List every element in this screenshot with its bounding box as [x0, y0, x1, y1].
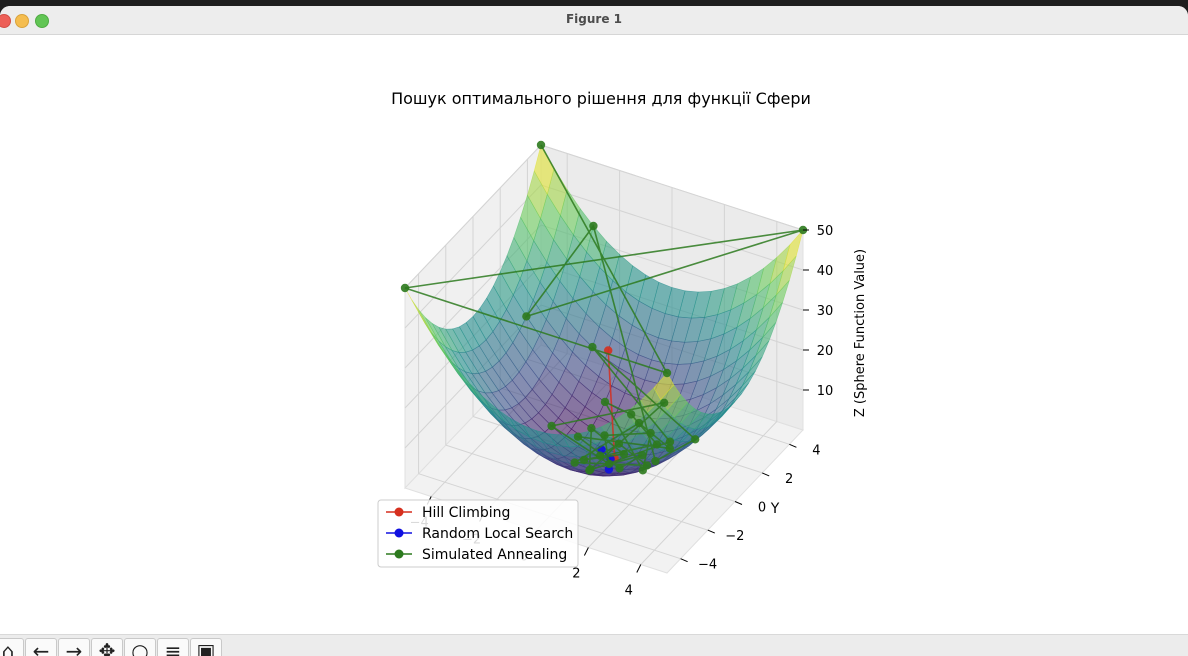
figure-canvas[interactable]: Пошук оптимального рішення для функції С… — [0, 35, 1188, 633]
legend-label-simulated-annealing: Simulated Annealing — [422, 547, 567, 563]
back-button[interactable]: ← — [25, 638, 57, 656]
simulated-annealing-point — [652, 440, 662, 449]
simulated-annealing-point — [615, 464, 624, 473]
pan-button[interactable]: ✥ — [91, 638, 123, 656]
y-tick — [762, 472, 770, 477]
simulated-annealing-point — [579, 455, 589, 465]
x-tick — [636, 564, 642, 573]
maximize-window-button[interactable] — [35, 14, 49, 28]
simulated-annealing-point — [604, 459, 614, 469]
floor-gridline — [640, 421, 778, 565]
side-gridline — [404, 144, 542, 289]
window-title: Figure 1 — [565, 12, 623, 26]
z-axis-label: Z (Sphere Function Value) — [853, 249, 868, 417]
legend-label-random-local-search: Random Local Search — [422, 526, 573, 542]
zoom-button[interactable]: ○ — [124, 638, 156, 656]
legend-box — [377, 499, 579, 568]
chart-title: Пошук оптимального рішення для функції С… — [391, 89, 811, 108]
simulated-annealing-point — [642, 461, 652, 470]
legend-marker-hill-climbing — [394, 507, 404, 517]
legend-marker-random-local-search — [394, 528, 404, 538]
configure-subplots-button[interactable]: ≡ — [157, 638, 189, 656]
configure-subplots-icon: ≡ — [164, 639, 182, 656]
save-button[interactable]: ▣ — [190, 638, 222, 656]
simulated-annealing-point — [660, 398, 669, 407]
simulated-annealing-point — [665, 444, 674, 453]
simulated-annealing-point — [573, 432, 583, 441]
simulated-annealing-point — [588, 342, 597, 352]
minimize-window-button[interactable] — [15, 14, 29, 28]
simulated-annealing-point — [638, 451, 647, 460]
surface-patch — [653, 372, 675, 401]
x-tick-label: 2 — [572, 567, 580, 582]
simulated-annealing-point — [536, 140, 546, 150]
z-tick-label: 40 — [817, 264, 834, 279]
navigation-toolbar: ⌂ ← → ✥ ○ ≡ ▣ — [0, 634, 1188, 656]
simulated-annealing-point — [627, 410, 636, 419]
simulated-annealing-point — [691, 435, 700, 444]
simulated-annealing-point — [634, 418, 644, 428]
title-bar: Figure 1 — [0, 6, 1188, 35]
simulated-annealing-point — [522, 312, 531, 321]
pan-icon: ✥ — [98, 639, 116, 656]
save-icon: ▣ — [196, 639, 216, 656]
z-tick-label: 50 — [817, 224, 834, 239]
simulated-annealing-point — [662, 368, 672, 378]
simulated-annealing-point — [600, 431, 609, 440]
x-tick — [583, 547, 589, 556]
back-icon: ← — [32, 639, 50, 656]
y-tick — [789, 443, 797, 448]
simulated-annealing-point — [614, 439, 624, 448]
simulated-annealing-point — [665, 437, 675, 446]
simulated-annealing-point — [570, 458, 579, 467]
simulated-annealing-point — [400, 283, 410, 293]
simulated-annealing-point — [595, 451, 605, 460]
home-button[interactable]: ⌂ — [0, 638, 24, 656]
legend-item-random-local-search: Random Local Search — [386, 526, 573, 542]
y-axis-label: Y — [770, 501, 780, 517]
simulated-annealing-point — [646, 428, 655, 438]
simulated-annealing-point — [547, 421, 556, 431]
simulated-annealing-point — [619, 449, 629, 459]
legend-marker-simulated-annealing — [394, 549, 404, 559]
simulated-annealing-point — [600, 397, 610, 407]
x-tick-label: 4 — [625, 584, 633, 599]
simulated-annealing-point — [587, 424, 596, 433]
forward-button[interactable]: → — [58, 638, 90, 656]
simulated-annealing-point — [589, 221, 598, 231]
y-tick-label: 2 — [785, 472, 793, 487]
side-gridline — [404, 184, 542, 329]
chart-3d[interactable]: Пошук оптимального рішення для функції С… — [0, 35, 1188, 633]
legend-item-hill-climbing: Hill Climbing — [386, 505, 510, 521]
y-tick — [707, 529, 715, 534]
figure-window: Figure 1 Пошук оптимального рішення для … — [0, 6, 1188, 656]
legend-label-hill-climbing: Hill Climbing — [422, 505, 510, 521]
forward-icon: → — [65, 639, 83, 656]
z-tick-label: 20 — [817, 344, 834, 359]
back-gridline — [540, 144, 804, 231]
simulated-annealing-point — [651, 456, 660, 466]
y-tick-label: 0 — [758, 501, 766, 516]
y-tick — [680, 558, 688, 563]
home-icon: ⌂ — [1, 639, 15, 656]
z-tick-label: 30 — [817, 304, 834, 319]
close-window-button[interactable] — [0, 14, 11, 28]
legend: Hill Climbing Random Local Search Simula… — [377, 499, 579, 568]
y-tick-label: 4 — [812, 443, 820, 458]
simulated-annealing-point — [586, 465, 595, 474]
y-tick-label: −2 — [725, 529, 744, 544]
y-tick — [734, 501, 743, 505]
zoom-icon: ○ — [131, 639, 149, 656]
back-gridline — [540, 184, 804, 271]
legend-item-simulated-annealing: Simulated Annealing — [386, 547, 567, 563]
z-tick-label: 10 — [817, 384, 834, 399]
y-tick-label: −4 — [698, 558, 717, 573]
